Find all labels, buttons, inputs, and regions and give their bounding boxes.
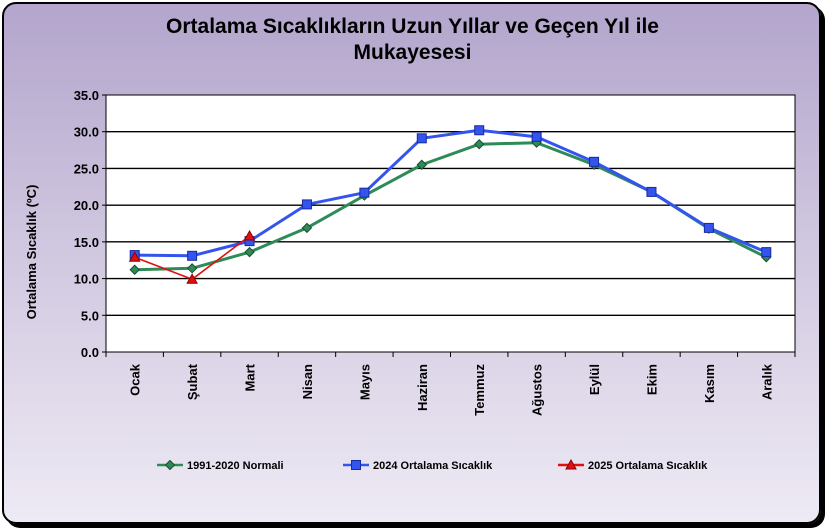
series-group (128, 125, 772, 284)
data-point (703, 222, 714, 233)
legend-label: 2024 Ortalama Sıcaklık (373, 460, 493, 472)
series-3 (128, 229, 256, 284)
x-tick-label: Mart (243, 363, 258, 391)
y-tick-label: 35.0 (74, 88, 99, 103)
x-tick-label: Ocak (128, 363, 143, 396)
x-tick-label: Eylül (587, 364, 602, 395)
data-point (243, 229, 256, 241)
legend-item: 1991-2020 Normali (157, 459, 284, 472)
y-tick-label: 25.0 (74, 161, 99, 176)
data-point (301, 222, 313, 234)
data-point (589, 156, 600, 167)
y-axis-label: Ortalama Sıcaklık (ºC) (24, 185, 39, 320)
y-tick-label: 10.0 (74, 272, 99, 287)
plot-area (105, 94, 796, 353)
x-tick-label: Nisan (300, 364, 315, 399)
y-tick-label: 30.0 (74, 125, 99, 140)
chart-title: Ortalama Sıcaklıkların Uzun Yıllar ve Ge… (0, 14, 825, 66)
data-point (301, 199, 312, 210)
x-tick-label: Aralık (759, 363, 774, 400)
y-tick-label: 5.0 (81, 308, 99, 323)
legend-marker (164, 459, 176, 471)
x-tick-labels: Ocak Şubat Mart Nisan Mayıs Haziran Temmuz Ağus… (128, 363, 775, 416)
legend-marker (351, 460, 361, 470)
data-point (416, 133, 427, 144)
data-point (244, 246, 255, 258)
x-tick-label: Kasım (702, 364, 717, 403)
data-point (531, 131, 542, 142)
y-tick-label: 15.0 (74, 235, 99, 250)
x-tick-label: Haziran (415, 364, 430, 411)
legend: 1991-2020 Normali 2024 Ortalama Sıcaklık 2… (157, 458, 708, 472)
data-point (186, 263, 198, 274)
chart-title-line1: Ortalama Sıcaklıkların Uzun Yıllar ve Ge… (166, 15, 659, 38)
data-point (359, 187, 370, 198)
legend-label: 2025 Ortalama Sıcaklık (588, 460, 708, 472)
y-tick-label: 20.0 (74, 198, 99, 213)
chart-title-line2: Mukayesesi (353, 41, 472, 64)
data-point (646, 186, 657, 197)
y-tick-labels: 0.0 5.0 10.0 15.0 20.0 25.0 30.0 35.0 (74, 88, 99, 360)
x-tick-label: Ağustos (530, 364, 545, 416)
x-tick-label: Temmuz (472, 364, 487, 416)
data-point (474, 125, 485, 136)
data-point (186, 273, 198, 284)
legend-item: 2025 Ortalama Sıcaklık (558, 458, 708, 472)
x-tick-label: Ekim (644, 364, 659, 395)
legend-marker (565, 458, 577, 470)
data-point (187, 250, 198, 261)
grid-lines (102, 94, 796, 357)
data-point (129, 264, 140, 275)
data-point (416, 159, 427, 170)
data-point (761, 247, 772, 258)
legend-item: 2024 Ortalama Sıcaklık (343, 460, 493, 472)
x-tick-label: Mayıs (357, 364, 372, 400)
legend-label: 1991-2020 Normali (187, 460, 284, 472)
x-tick-label: Şubat (185, 363, 200, 400)
data-point (474, 138, 485, 150)
y-tick-label: 0.0 (81, 345, 99, 360)
data-point (128, 251, 141, 262)
